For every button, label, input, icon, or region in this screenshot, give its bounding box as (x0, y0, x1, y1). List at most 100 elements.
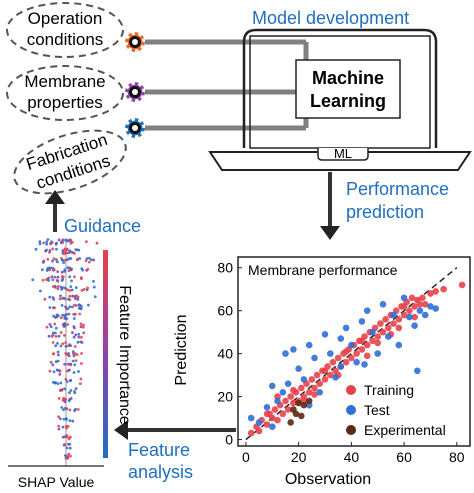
point-training (348, 354, 355, 362)
model-development-title: Model development (252, 8, 409, 28)
point-training (274, 416, 281, 424)
point-training (440, 285, 447, 293)
point-test (361, 361, 368, 368)
input-membrane-properties: Membrane properties (6, 65, 124, 121)
legend-label: Training (364, 382, 414, 398)
x-tick-label: 80 (449, 449, 465, 465)
point-training (395, 324, 403, 332)
shap-xlabel: SHAP Value (18, 474, 95, 490)
chart-xlabel: Observation (285, 471, 371, 488)
point-training (363, 352, 371, 360)
point-test (406, 313, 413, 321)
point-training (321, 367, 329, 375)
point-training (358, 346, 366, 353)
point-test (279, 389, 287, 396)
point-test (414, 367, 421, 375)
fit-line (245, 267, 458, 441)
x-tick-label: 40 (344, 449, 360, 465)
point-training (353, 350, 360, 357)
feature-analysis-arrow (114, 420, 236, 440)
point-test (282, 350, 289, 357)
point-training (311, 384, 318, 392)
point-training (327, 371, 334, 379)
point-test (353, 358, 360, 366)
point-training (400, 303, 408, 310)
guidance-label: Guidance (64, 216, 141, 236)
ml-line1: Machine (312, 68, 384, 88)
point-test (247, 414, 255, 422)
point-test (348, 341, 355, 349)
legend-marker (346, 405, 356, 415)
point-training (458, 281, 466, 289)
operation-line2: conditions (27, 30, 104, 49)
membrane-line2: properties (27, 93, 103, 112)
y-tick-label: 40 (217, 346, 233, 362)
point-training (305, 389, 313, 396)
point-test (395, 341, 403, 349)
performance-line1: Performance (346, 179, 449, 199)
point-test (390, 311, 397, 319)
feature-line1: Feature (128, 440, 190, 460)
point-training (298, 384, 305, 392)
point-test (411, 322, 418, 330)
x-tick-label: 20 (291, 449, 307, 465)
point-training (263, 421, 271, 428)
point-training (279, 410, 287, 418)
importance-colorbar (103, 250, 108, 458)
point-training (342, 358, 350, 366)
point-test (379, 301, 387, 308)
point-training (374, 333, 382, 340)
point-training (287, 393, 295, 400)
point-test (416, 307, 424, 315)
performance-arrow (320, 172, 340, 240)
point-training (408, 294, 416, 302)
point-training (363, 341, 371, 349)
gear-orange-icon (125, 32, 145, 52)
point-test (374, 350, 382, 357)
point-training (427, 290, 434, 297)
input-connectors (145, 39, 309, 131)
point-training (284, 406, 292, 413)
point-training (334, 354, 342, 362)
point-training (416, 301, 424, 308)
y-tick-label: 60 (217, 303, 233, 319)
point-training (400, 311, 408, 319)
point-training (406, 307, 413, 315)
point-training (377, 320, 384, 327)
point-training (432, 288, 440, 295)
point-test (400, 294, 408, 302)
point-test (332, 374, 339, 381)
point-training (342, 348, 350, 355)
legend-marker (346, 425, 356, 435)
legend-label: Experimental (364, 422, 446, 438)
point-test (263, 404, 271, 411)
point-test (432, 305, 440, 312)
machine-learning-box: Machine Learning (295, 59, 401, 119)
point-test (358, 318, 366, 325)
point-training (282, 397, 289, 405)
point-test (337, 335, 345, 342)
point-training (263, 410, 271, 418)
gear-blue-icon (125, 118, 145, 138)
ml-tab: ML (317, 146, 369, 161)
point-test (363, 307, 371, 315)
point-test (316, 389, 324, 396)
point-training (271, 406, 279, 413)
legend-marker (346, 385, 356, 395)
point-experimental (305, 397, 313, 405)
point-training (290, 386, 297, 394)
point-test (337, 363, 345, 370)
point-test (342, 324, 350, 332)
point-training (321, 376, 329, 383)
chart-title: Membrane performance (248, 262, 398, 278)
chart-ylabel: Prediction (173, 314, 190, 385)
point-test (295, 365, 302, 373)
point-training (255, 427, 263, 435)
shap-summary-plot (31, 238, 99, 466)
point-training (374, 339, 382, 347)
point-experimental (300, 401, 308, 409)
point-training (316, 380, 324, 388)
point-experimental (292, 410, 300, 418)
point-training (395, 316, 403, 323)
